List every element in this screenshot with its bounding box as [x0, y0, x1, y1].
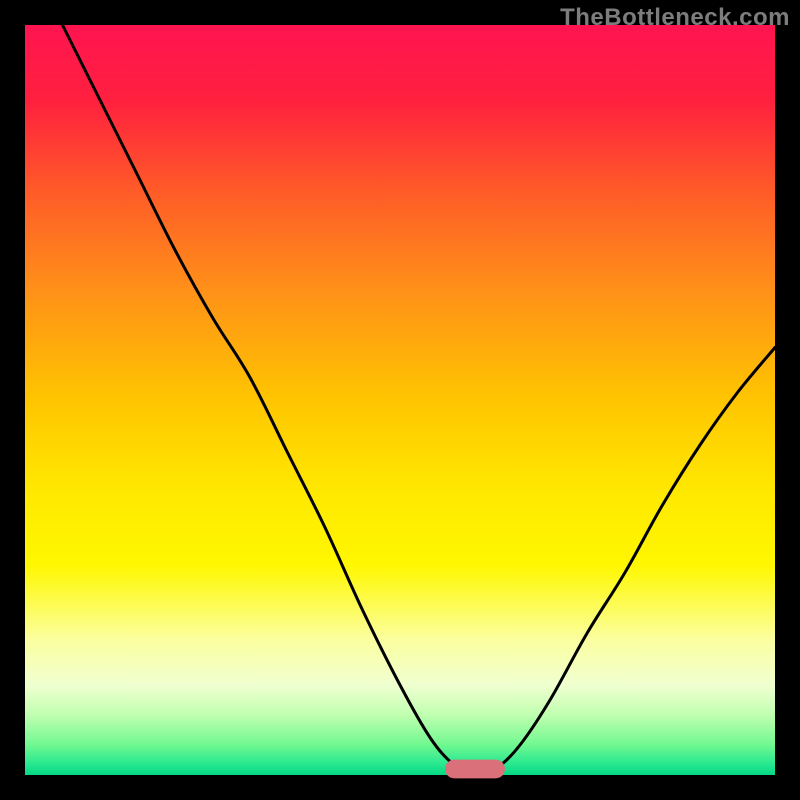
watermark-text: TheBottleneck.com [560, 4, 790, 32]
chart-container: TheBottleneck.com [0, 0, 800, 800]
bottleneck-chart [0, 0, 800, 800]
optimal-marker [445, 760, 505, 779]
gradient-background [25, 25, 775, 775]
